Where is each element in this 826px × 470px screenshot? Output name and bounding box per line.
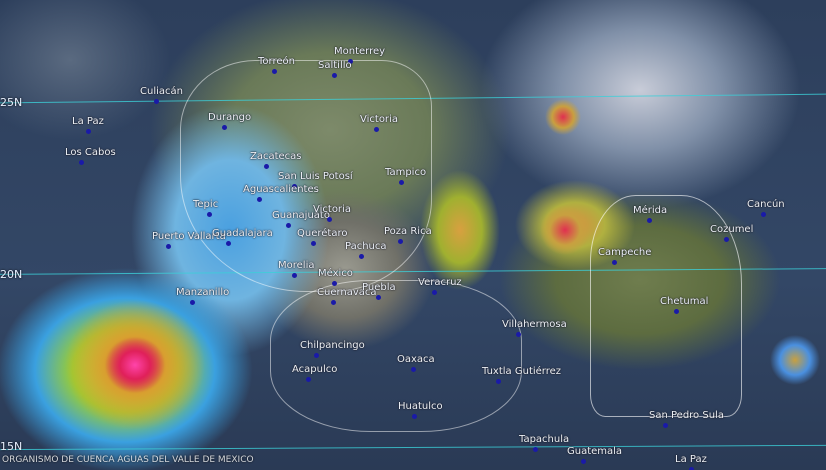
city-label: Puerto Vallarta [152,231,226,242]
city-label: Torreón [258,56,295,67]
city-marker [207,212,212,217]
city-label: Querétaro [297,228,348,239]
city-label: Huatulco [398,401,443,412]
city-marker [412,414,417,419]
city-marker [79,160,84,165]
city-label: Zacatecas [250,151,302,162]
city-marker [257,197,262,202]
city-label: Villahermosa [502,319,567,330]
city-marker [398,239,403,244]
city-marker [306,377,311,382]
city-marker [332,281,337,286]
credit-text: ORGANISMO DE CUENCA AGUAS DEL VALLE DE M… [2,455,254,465]
city-label: Victoria [360,114,398,125]
latitude-label: 25N [0,96,23,109]
city-marker [286,223,291,228]
city-label: Saltillo [318,60,352,71]
city-marker [314,353,319,358]
city-marker [432,290,437,295]
city-marker [399,180,404,185]
city-marker [327,217,332,222]
city-marker [86,129,91,134]
yucatan-coastline [590,195,742,417]
city-marker [663,423,668,428]
city-marker [332,73,337,78]
city-marker [222,125,227,130]
city-marker [264,164,269,169]
city-marker [581,459,586,464]
city-label: Puebla [362,282,396,293]
city-label: Morelia [278,260,315,271]
city-label: Cancún [747,199,785,210]
city-marker [533,447,538,452]
city-label: México [318,268,353,279]
city-label: Manzanillo [176,287,230,298]
city-label: La Paz [72,116,104,127]
latitude-label: 20N [0,268,23,281]
city-label: Guanajuato [272,210,330,221]
city-label: Chilpancingo [300,340,365,351]
city-marker [226,241,231,246]
city-marker [689,467,694,470]
city-label: Tepic [193,199,219,210]
city-label: Campeche [598,247,652,258]
city-label: Culiacán [140,86,183,97]
city-label: Poza Rica [384,226,432,237]
city-marker [612,260,617,265]
city-marker [496,379,501,384]
city-marker [516,332,521,337]
city-label: Monterrey [334,46,386,57]
city-label: Guadalajara [212,228,273,239]
city-marker [348,59,353,64]
city-marker [674,309,679,314]
city-label: Guatemala [567,446,623,457]
city-marker [311,241,316,246]
city-label: Cuernavaca [317,287,377,298]
city-marker [374,127,379,132]
city-marker [411,367,416,372]
city-marker [359,254,364,259]
city-marker [376,295,381,300]
state-border [270,280,522,432]
city-label: Pachuca [345,241,387,252]
city-label: Veracruz [418,277,462,288]
city-marker [647,218,652,223]
city-label: Chetumal [660,296,709,307]
latitude-label: 15N [0,440,23,453]
city-label: Mérida [633,205,668,216]
city-label: Tampico [385,167,427,178]
city-marker [292,273,297,278]
city-label: La Paz [675,454,707,465]
city-label: San Luis Potosí [278,171,353,182]
city-label: Cozumel [710,224,754,235]
city-label: Tuxtla Gutiérrez [482,366,562,377]
city-label: Acapulco [292,364,338,375]
city-label: Victoria [313,204,351,215]
state-border [180,60,432,292]
city-label: Los Cabos [65,147,116,158]
city-label: San Pedro Sula [649,410,724,421]
city-marker [761,212,766,217]
city-marker [292,184,297,189]
city-marker [190,300,195,305]
city-label: Tapachula [519,434,570,445]
city-marker [724,237,729,242]
city-marker [154,99,159,104]
city-marker [166,244,171,249]
city-label: Durango [208,112,252,123]
city-label: Oaxaca [397,354,435,365]
latitude-line-15n [0,444,826,451]
city-label: Aguascalientes [243,184,319,195]
city-marker [331,300,336,305]
city-marker [272,69,277,74]
